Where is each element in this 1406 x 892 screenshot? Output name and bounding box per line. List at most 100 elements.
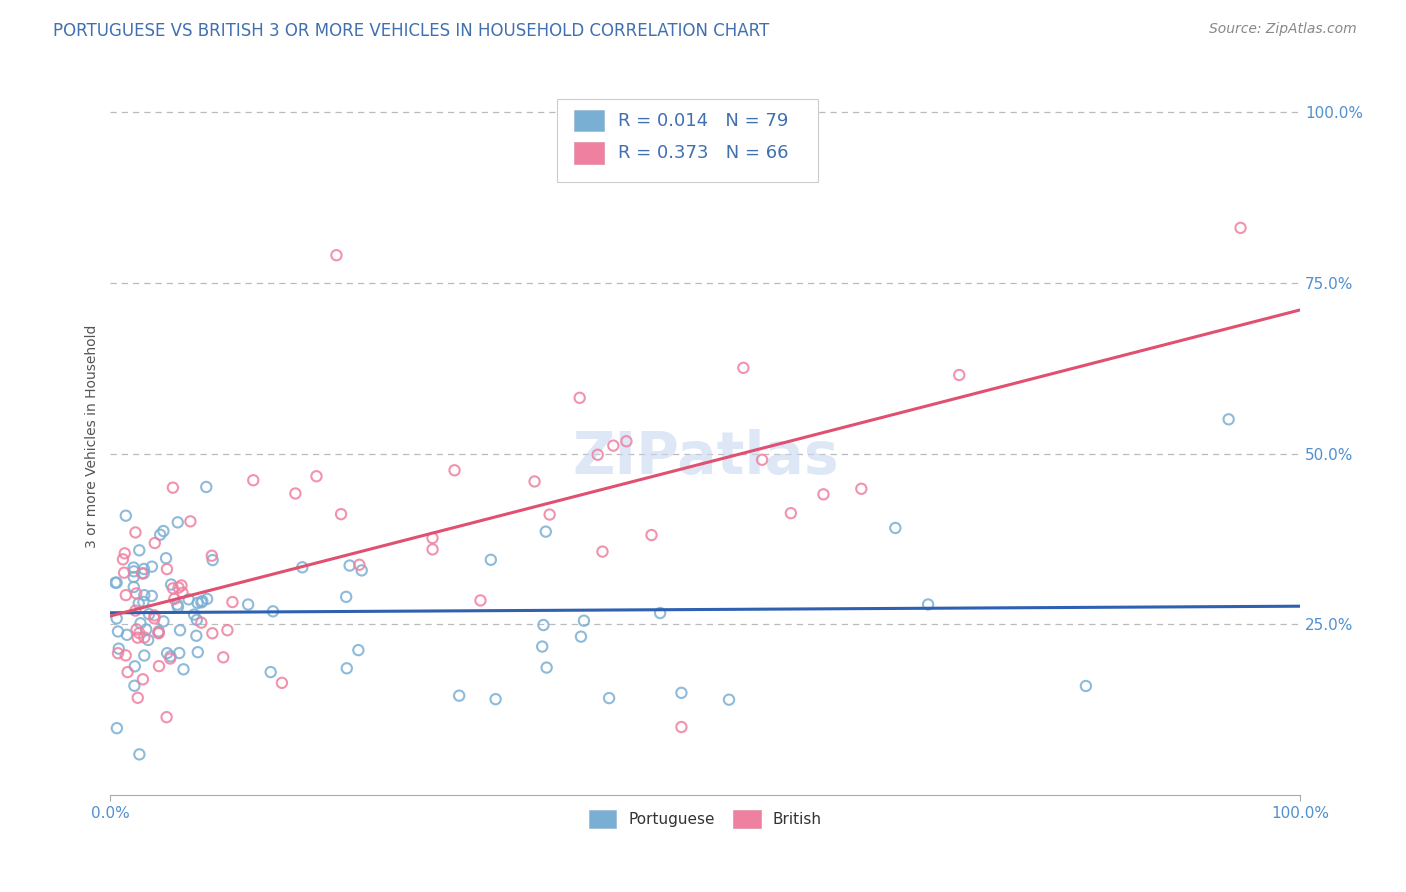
- Point: [156, 646, 179, 660]
- Bar: [575, 110, 605, 131]
- Point: [534, 524, 557, 539]
- Point: [112, 566, 135, 580]
- Point: [143, 611, 166, 625]
- Point: [156, 562, 179, 576]
- Point: [671, 720, 693, 734]
- Point: [531, 640, 554, 654]
- Point: [569, 630, 592, 644]
- Point: [201, 549, 224, 563]
- Point: [122, 560, 145, 574]
- Point: [125, 623, 148, 637]
- Point: [167, 600, 190, 615]
- Point: [598, 691, 620, 706]
- Point: [124, 679, 146, 693]
- Point: [284, 486, 307, 500]
- Point: [1218, 412, 1240, 426]
- Point: [586, 448, 609, 462]
- Point: [159, 649, 181, 664]
- Point: [107, 646, 129, 660]
- Point: [851, 482, 873, 496]
- Point: [169, 624, 191, 638]
- Point: [122, 580, 145, 594]
- Point: [183, 607, 205, 622]
- Point: [141, 589, 163, 603]
- Point: [602, 439, 624, 453]
- Point: [148, 659, 170, 673]
- Point: [124, 525, 146, 540]
- Point: [159, 651, 181, 665]
- Text: R = 0.014   N = 79: R = 0.014 N = 79: [619, 112, 789, 129]
- Point: [779, 506, 801, 520]
- Point: [260, 665, 283, 679]
- Point: [132, 595, 155, 609]
- Point: [167, 581, 190, 595]
- Point: [172, 586, 194, 600]
- Point: [111, 552, 134, 566]
- Point: [330, 507, 353, 521]
- Point: [114, 648, 136, 663]
- Point: [262, 604, 284, 618]
- Point: [336, 661, 359, 675]
- Point: [134, 648, 156, 663]
- Point: [138, 607, 160, 622]
- Text: Source: ZipAtlas.com: Source: ZipAtlas.com: [1209, 22, 1357, 37]
- Point: [149, 527, 172, 541]
- Point: [173, 662, 195, 676]
- Point: [117, 665, 139, 679]
- Point: [422, 542, 444, 557]
- Point: [350, 563, 373, 577]
- Point: [131, 566, 153, 581]
- Point: [572, 614, 595, 628]
- Point: [538, 508, 561, 522]
- Point: [166, 516, 188, 530]
- Point: [127, 631, 149, 645]
- Point: [160, 577, 183, 591]
- Point: [305, 469, 328, 483]
- Point: [143, 536, 166, 550]
- Point: [125, 586, 148, 600]
- Point: [166, 598, 188, 612]
- Point: [195, 480, 218, 494]
- Point: [107, 624, 129, 639]
- Point: [128, 626, 150, 640]
- Point: [271, 676, 294, 690]
- Point: [134, 588, 156, 602]
- Point: [640, 528, 662, 542]
- Point: [221, 595, 243, 609]
- Text: PORTUGUESE VS BRITISH 3 OR MORE VEHICLES IN HOUSEHOLD CORRELATION CHART: PORTUGUESE VS BRITISH 3 OR MORE VEHICLES…: [53, 22, 769, 40]
- Point: [179, 514, 201, 528]
- Point: [187, 596, 209, 610]
- Point: [325, 248, 347, 262]
- Point: [470, 593, 492, 607]
- Point: [1229, 220, 1251, 235]
- Point: [195, 591, 218, 606]
- Point: [291, 560, 314, 574]
- Point: [536, 660, 558, 674]
- Point: [177, 592, 200, 607]
- Point: [443, 463, 465, 477]
- Point: [1074, 679, 1097, 693]
- Point: [152, 524, 174, 538]
- Point: [449, 689, 471, 703]
- Point: [422, 531, 444, 545]
- Point: [616, 434, 638, 449]
- Point: [155, 710, 177, 724]
- Point: [190, 615, 212, 630]
- Point: [105, 721, 128, 735]
- Point: [917, 598, 939, 612]
- Point: [242, 473, 264, 487]
- Point: [187, 645, 209, 659]
- Point: [162, 582, 184, 596]
- Point: [335, 590, 357, 604]
- Point: [122, 564, 145, 578]
- Point: [132, 673, 155, 687]
- Point: [733, 360, 755, 375]
- Point: [167, 646, 190, 660]
- Point: [751, 452, 773, 467]
- Point: [717, 692, 740, 706]
- Point: [114, 546, 136, 560]
- Point: [136, 632, 159, 647]
- Bar: [575, 142, 605, 163]
- Point: [143, 608, 166, 623]
- Point: [479, 553, 502, 567]
